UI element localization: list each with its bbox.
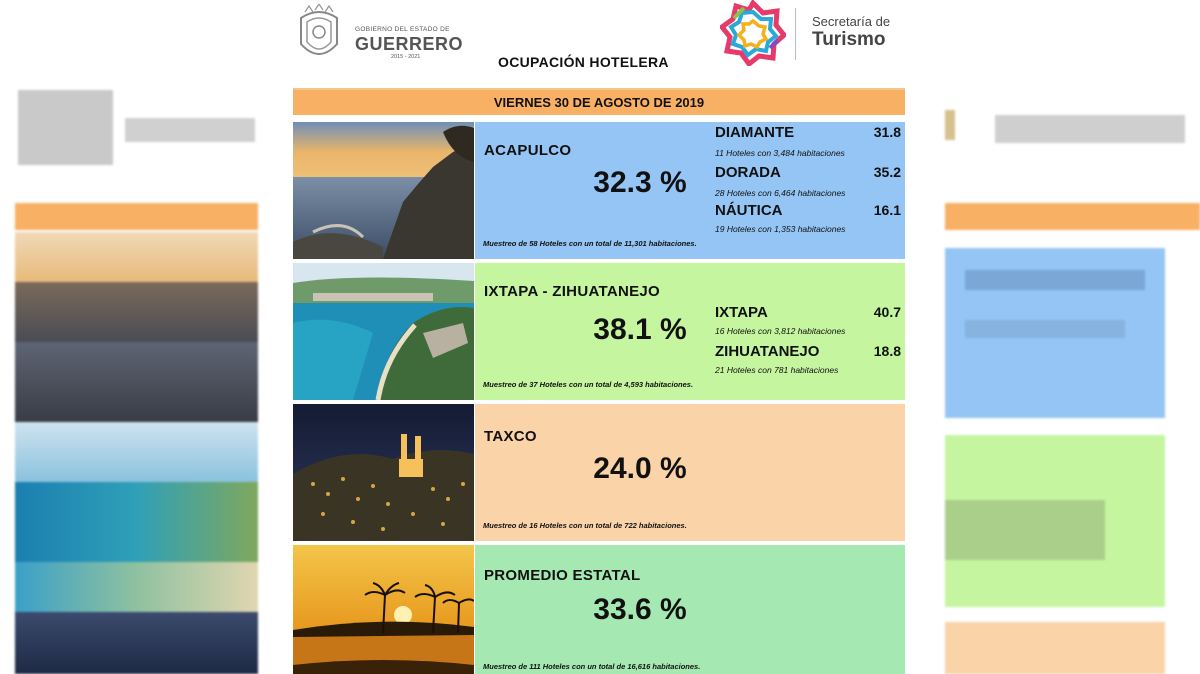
tourism-secretariat-logo: Secretaría de Turismo <box>720 0 910 68</box>
gov-small-text: GOBIERNO DEL ESTADO DE <box>355 26 450 33</box>
zone-diamante: DIAMANTE 31.8 11 Hoteles con 3,484 habit… <box>715 124 905 162</box>
zone-dorada: DORADA 35.2 28 Hoteles con 6,464 habitac… <box>715 164 905 202</box>
guerrero-seal-icon <box>300 4 338 55</box>
zone-info: 28 Hoteles con 6,464 habitaciones <box>715 188 846 198</box>
zone-zihuatanejo: ZIHUATANEJO 18.8 21 Hoteles con 781 habi… <box>715 343 905 381</box>
destination-row-ixtapa-zihuatanejo: IXTAPA - ZIHUATANEJO 38.1 % IXTAPA 40.7 … <box>293 263 905 400</box>
sample-note: Muestreo de 111 Hoteles con un total de … <box>483 662 701 671</box>
destination-name: TAXCO <box>484 428 537 445</box>
zone-name: DORADA <box>715 164 781 181</box>
zone-name: DIAMANTE <box>715 124 795 141</box>
report-header: GOBIERNO DEL ESTADO DE GUERRERO 2015 - 2… <box>285 0 910 86</box>
zone-name: IXTAPA <box>715 304 768 321</box>
state-average-panel: PROMEDIO ESTATAL 33.6 % Muestreo de 111 … <box>475 545 905 674</box>
report-title: OCUPACIÓN HOTELERA <box>498 54 669 70</box>
zone-ixtapa: IXTAPA 40.7 16 Hoteles con 3,812 habitac… <box>715 304 905 342</box>
destination-row-state-average: PROMEDIO ESTATAL 33.6 % Muestreo de 111 … <box>293 545 905 674</box>
gov-name: GUERRERO <box>355 34 464 54</box>
state-average-photo <box>293 545 474 674</box>
zone-info: 21 Hoteles con 781 habitaciones <box>715 365 839 375</box>
tourism-small-text: Secretaría de <box>812 14 891 29</box>
destination-row-taxco: TAXCO 24.0 % Muestreo de 16 Hoteles con … <box>293 404 905 541</box>
tourism-star-icon <box>720 0 786 66</box>
zone-info: 19 Hoteles con 1,353 habitaciones <box>715 224 846 234</box>
occupancy-report: GOBIERNO DEL ESTADO DE GUERRERO 2015 - 2… <box>285 0 910 674</box>
zone-value: 40.7 <box>873 304 901 320</box>
zone-name: NÁUTICA <box>715 202 783 219</box>
destination-name: PROMEDIO ESTATAL <box>484 567 641 584</box>
taxco-photo <box>293 404 474 541</box>
blurred-right-panel <box>945 0 1200 674</box>
zone-value: 16.1 <box>873 202 901 218</box>
sample-note: Muestreo de 16 Hoteles con un total de 7… <box>483 521 687 530</box>
acapulco-photo <box>293 122 474 259</box>
zone-info: 11 Hoteles con 3,484 habitaciones <box>715 148 845 158</box>
destination-row-acapulco: ACAPULCO 32.3 % DIAMANTE 31.8 11 Hoteles… <box>293 122 905 259</box>
acapulco-panel: ACAPULCO 32.3 % DIAMANTE 31.8 11 Hoteles… <box>475 122 905 259</box>
zone-value: 31.8 <box>873 124 901 140</box>
occupancy-percentage: 24.0 % <box>593 452 687 485</box>
occupancy-percentage: 38.1 % <box>593 313 687 346</box>
ixtapa-zihuatanejo-panel: IXTAPA - ZIHUATANEJO 38.1 % IXTAPA 40.7 … <box>475 263 905 400</box>
report-date: VIERNES 30 DE AGOSTO DE 2019 <box>293 88 905 115</box>
sample-note: Muestreo de 58 Hoteles con un total de 1… <box>483 239 697 248</box>
zone-value: 18.8 <box>873 343 901 359</box>
guerrero-government-logo: GOBIERNO DEL ESTADO DE GUERRERO 2015 - 2… <box>295 4 463 64</box>
ixtapa-photo <box>293 263 474 400</box>
gov-years: 2015 - 2021 <box>391 54 421 60</box>
zone-nautica: NÁUTICA 16.1 19 Hoteles con 1,353 habita… <box>715 202 905 240</box>
taxco-panel: TAXCO 24.0 % Muestreo de 16 Hoteles con … <box>475 404 905 541</box>
destination-name: ACAPULCO <box>484 142 572 159</box>
tourism-big-text: Turismo <box>812 29 886 50</box>
occupancy-percentage: 32.3 % <box>593 166 687 199</box>
blurred-left-panel <box>0 0 258 674</box>
destination-name: IXTAPA - ZIHUATANEJO <box>484 283 660 300</box>
zone-info: 16 Hoteles con 3,812 habitaciones <box>715 326 846 336</box>
sample-note: Muestreo de 37 Hoteles con un total de 4… <box>483 380 694 389</box>
zone-value: 35.2 <box>873 164 901 180</box>
tourism-logo-divider <box>795 8 796 60</box>
occupancy-percentage: 33.6 % <box>593 593 687 626</box>
zone-name: ZIHUATANEJO <box>715 343 820 360</box>
